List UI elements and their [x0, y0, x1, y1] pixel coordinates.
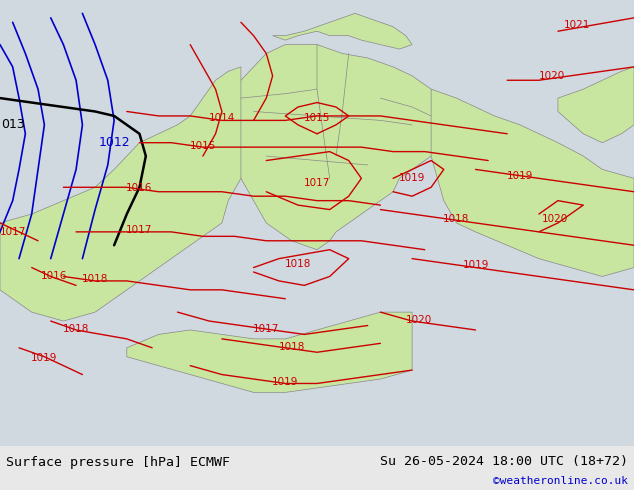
Polygon shape — [431, 89, 634, 276]
Text: 1018: 1018 — [82, 274, 108, 284]
Text: 1015: 1015 — [304, 113, 330, 123]
Polygon shape — [222, 45, 456, 250]
Polygon shape — [127, 312, 412, 392]
Text: 1019: 1019 — [399, 173, 425, 183]
Text: 1019: 1019 — [507, 171, 533, 181]
Text: 1020: 1020 — [405, 315, 432, 325]
Text: Surface pressure [hPa] ECMWF: Surface pressure [hPa] ECMWF — [6, 456, 230, 469]
Text: 1021: 1021 — [564, 20, 590, 29]
Text: 1014: 1014 — [209, 113, 235, 123]
Text: 1016: 1016 — [126, 183, 153, 193]
Text: 1020: 1020 — [538, 71, 565, 81]
Text: 1018: 1018 — [278, 342, 305, 352]
Text: 1018: 1018 — [285, 259, 311, 270]
Text: 1015: 1015 — [190, 141, 216, 151]
Text: 1020: 1020 — [541, 215, 568, 224]
Polygon shape — [273, 13, 412, 49]
Text: 1017: 1017 — [126, 225, 153, 235]
Polygon shape — [558, 67, 634, 143]
Text: 1012: 1012 — [98, 136, 130, 149]
Text: 1017: 1017 — [253, 323, 280, 334]
Text: 1017: 1017 — [304, 178, 330, 188]
Text: 1019: 1019 — [31, 353, 58, 363]
Text: 1018: 1018 — [63, 324, 89, 334]
Text: ©weatheronline.co.uk: ©weatheronline.co.uk — [493, 476, 628, 486]
Polygon shape — [0, 67, 241, 321]
Text: 1016: 1016 — [41, 270, 67, 281]
Text: 1018: 1018 — [443, 215, 470, 224]
Text: 013: 013 — [1, 119, 25, 131]
Text: 1017: 1017 — [0, 227, 26, 237]
Text: Su 26-05-2024 18:00 UTC (18+72): Su 26-05-2024 18:00 UTC (18+72) — [380, 455, 628, 468]
Text: 1019: 1019 — [272, 377, 299, 387]
Text: 1019: 1019 — [462, 260, 489, 270]
